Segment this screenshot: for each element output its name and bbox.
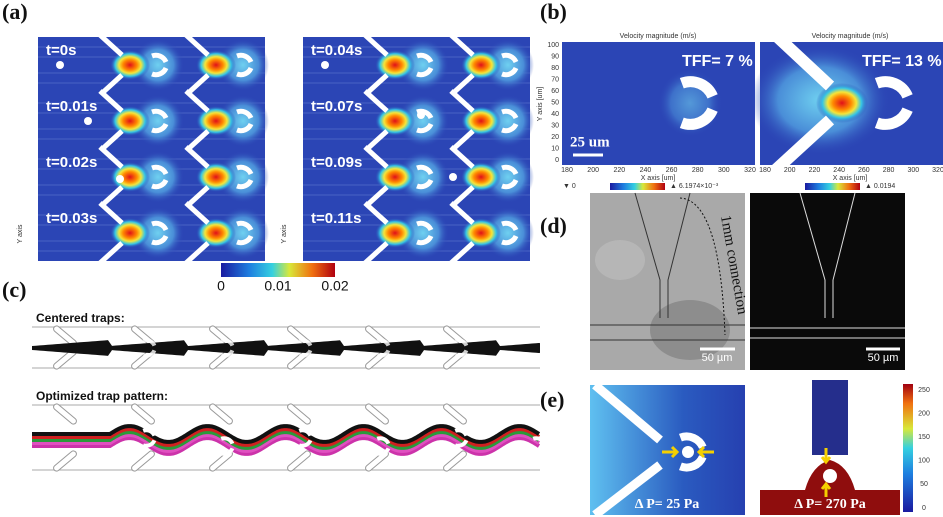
- pillar: [286, 450, 311, 473]
- figure: (a) t=0st=0.01st=0.02st=0.03s t=0.04st=0…: [0, 0, 943, 517]
- x-tick-label: 220: [809, 167, 821, 174]
- pillar: [442, 450, 467, 473]
- panel-label: (a): [2, 0, 28, 24]
- x-tick-label: 320: [932, 167, 943, 174]
- pillar: [364, 403, 389, 426]
- x-tick-label: 240: [833, 167, 845, 174]
- y-axis-label: Y axis: [17, 224, 24, 243]
- colorbar-ticks: 0 0.01 0.02: [217, 278, 349, 294]
- colorbar-tick-label: 200: [918, 410, 930, 417]
- x-tick-label: 300: [907, 167, 919, 174]
- velocity-plot-right: [750, 30, 943, 175]
- pressure-left: [590, 385, 745, 515]
- y-tick-label: 70: [551, 76, 559, 83]
- plot-title: Velocity magnitude (m/s): [620, 33, 697, 40]
- particle: [56, 61, 64, 69]
- colorbar-tick-label: 100: [918, 458, 930, 465]
- particle: [417, 111, 425, 119]
- time-label: t=0.01s: [46, 98, 97, 115]
- scale-bar-label: 50 µm: [868, 352, 899, 364]
- micrograph-fluorescence: [750, 193, 905, 370]
- y-tick-label: 40: [551, 111, 559, 118]
- y-tick-label: 50: [551, 99, 559, 106]
- y-axis-label: Y axis [um]: [537, 87, 544, 122]
- y-tick-label: 100: [547, 42, 559, 49]
- y-tick-label: 0: [555, 157, 559, 164]
- simulation-left: t=0s t=0.01s t=0.02s t=0.03s: [38, 35, 269, 263]
- x-tick-label: 180: [561, 167, 573, 174]
- annotation: TFF= 7 %: [682, 53, 753, 70]
- time-label: t=0.03s: [46, 210, 97, 227]
- section-title: Optimized trap pattern:: [36, 389, 168, 403]
- colorbar-tick-label: 0.01: [264, 278, 291, 294]
- pillar: [130, 403, 155, 426]
- time-label: t=0.07s: [311, 98, 362, 115]
- annotation: TFF= 13 %: [862, 53, 942, 70]
- max-label: ▲ 6.1974×10⁻³: [670, 183, 719, 190]
- particle: [84, 117, 92, 125]
- x-tick-label: 300: [718, 167, 730, 174]
- particle: [116, 175, 124, 183]
- colorbar-tick-label: 250: [918, 387, 930, 394]
- y-tick-label: 60: [551, 88, 559, 95]
- pillar: [52, 450, 77, 473]
- pillar: [442, 403, 467, 426]
- pillar: [208, 403, 233, 426]
- colorbar: [903, 384, 913, 512]
- simulation-right: t=0.04s t=0.07s t=0.09s t=0.11s: [303, 35, 534, 263]
- x-tick-label: 280: [883, 167, 895, 174]
- panel-label: (c): [2, 277, 26, 302]
- time-label: t=0.09s: [311, 154, 362, 171]
- time-label: t=0.04s: [311, 42, 362, 59]
- x-tick-label: 200: [784, 167, 796, 174]
- y-axis-label: Y axis: [281, 224, 288, 243]
- pillar: [130, 450, 155, 473]
- colorbar: [805, 183, 860, 190]
- colorbar-ticks: 250 200 150 100 50 0: [918, 387, 930, 512]
- y-tick-label: 20: [551, 134, 559, 141]
- colorbar: [221, 263, 335, 277]
- y-tick-label: 90: [551, 53, 559, 60]
- max-label: ▲ 0.0194: [865, 183, 895, 190]
- colorbar-tick-label: 0.02: [321, 278, 348, 294]
- scale-bar-label: 50 µm: [702, 352, 733, 364]
- particle: [449, 173, 457, 181]
- min-label: ▼ 0: [563, 183, 576, 190]
- colorbar: [610, 183, 665, 190]
- x-tick-label: 240: [640, 167, 652, 174]
- colorbar-tick-label: 0: [217, 278, 225, 294]
- y-tick-label: 10: [551, 145, 559, 152]
- section-title: Centered traps:: [36, 311, 125, 325]
- panel-label: (e): [540, 387, 564, 412]
- annotation: Δ P= 270 Pa: [794, 497, 866, 512]
- pillar: [52, 403, 77, 426]
- y-tick-label: 80: [551, 65, 559, 72]
- panel-label: (d): [540, 213, 567, 238]
- time-label: t=0s: [46, 42, 76, 59]
- x-axis-label: X axis [um]: [641, 175, 676, 182]
- x-tick-label: 200: [587, 167, 599, 174]
- colorbar-tick-label: 0: [922, 505, 926, 512]
- x-tick-label: 180: [759, 167, 771, 174]
- x-axis-label: X axis [um]: [833, 175, 868, 182]
- colorbar-tick-label: 50: [920, 481, 928, 488]
- x-tick-label: 280: [692, 167, 704, 174]
- x-tick-label: 320: [744, 167, 756, 174]
- annotation: Δ P= 25 Pa: [635, 497, 700, 512]
- pressure-right: [760, 380, 900, 515]
- particle: [321, 61, 329, 69]
- x-tick-label: 260: [858, 167, 870, 174]
- y-tick-label: 30: [551, 122, 559, 129]
- pillar: [286, 403, 311, 426]
- scale-bar-label: 25 um: [570, 134, 610, 150]
- plot-title: Velocity magnitude (m/s): [812, 33, 889, 40]
- x-tick-label: 260: [666, 167, 678, 174]
- time-label: t=0.02s: [46, 154, 97, 171]
- colorbar-tick-label: 150: [918, 434, 930, 441]
- time-label: t=0.11s: [311, 210, 361, 227]
- panel-label: (b): [540, 0, 567, 24]
- x-tick-label: 220: [613, 167, 625, 174]
